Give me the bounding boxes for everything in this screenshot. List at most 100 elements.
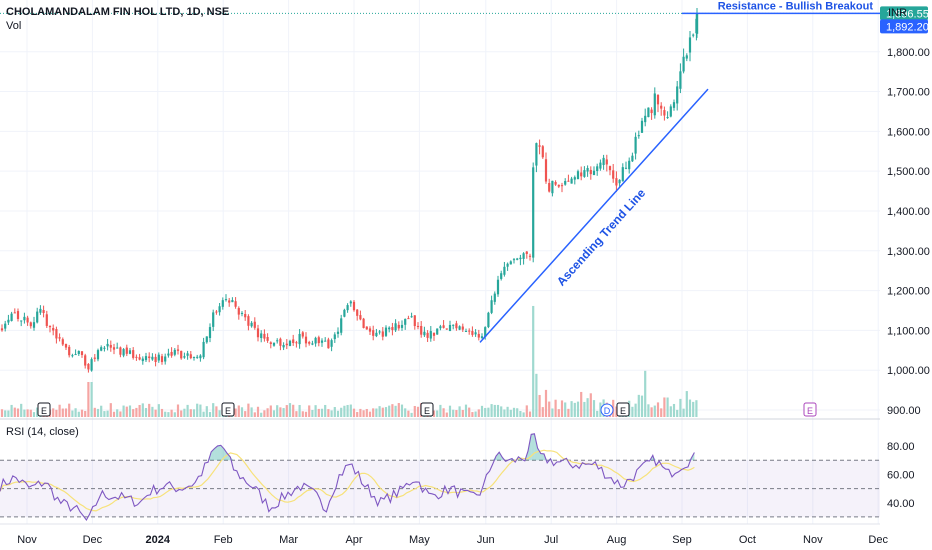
price-tick-label: 1,000.00 <box>887 365 930 377</box>
volume-bar <box>122 405 125 417</box>
volume-bar <box>186 404 189 417</box>
candle-body <box>250 322 253 327</box>
volume-bar <box>199 404 202 417</box>
volume-bar <box>253 412 256 417</box>
candle-body <box>240 312 244 314</box>
earnings-badge[interactable] <box>616 402 630 417</box>
volume-bar <box>388 405 391 417</box>
candle-body <box>599 162 602 169</box>
earnings-marker[interactable]: D <box>600 403 614 417</box>
candle-body <box>388 327 391 330</box>
earnings-marker[interactable]: E <box>803 402 817 417</box>
earnings-marker[interactable]: E <box>37 402 51 417</box>
volume-bar <box>52 408 55 417</box>
candle-body <box>368 328 372 332</box>
volume-bar <box>250 407 253 417</box>
candle-body <box>87 363 90 370</box>
volume-bar <box>109 403 112 417</box>
candle-body <box>61 339 64 345</box>
rsi-label[interactable]: RSI (14, close) <box>6 426 79 438</box>
volume-bar <box>26 409 29 417</box>
volume-bar <box>295 411 298 417</box>
candle-body <box>109 344 112 348</box>
price-badge-text: 1,892.20 <box>886 21 929 33</box>
candle-body <box>605 159 608 165</box>
candle-body <box>352 301 356 311</box>
dividend-badge[interactable] <box>600 403 614 417</box>
candle-body <box>573 177 576 180</box>
candle-body <box>436 328 439 335</box>
candle-body <box>532 167 535 258</box>
volume-bar <box>266 408 269 417</box>
candle-body <box>320 340 324 343</box>
volume-bar <box>666 397 669 417</box>
candle-body <box>80 351 84 355</box>
candle-body <box>557 184 560 187</box>
ascending-trendline[interactable] <box>479 88 709 343</box>
volume-bar <box>560 400 564 417</box>
volume-bar <box>84 410 87 417</box>
currency-label[interactable]: INR <box>888 7 907 19</box>
volume-bar <box>170 409 173 417</box>
candle-body <box>128 350 132 354</box>
candle-body <box>391 327 394 331</box>
volume-bar <box>336 410 340 417</box>
resistance-label[interactable]: Resistance - Bullish Breakout <box>718 0 874 12</box>
earnings-badge[interactable] <box>37 402 51 417</box>
volume-bar <box>276 405 279 417</box>
volume-bar <box>663 397 666 417</box>
volume-label[interactable]: Vol <box>6 20 22 32</box>
earnings-marker[interactable]: E <box>420 402 434 417</box>
earnings-badge[interactable] <box>803 402 817 417</box>
volume-bar <box>304 411 308 417</box>
candle-body <box>445 328 448 330</box>
candle-body <box>570 178 573 184</box>
symbol-title[interactable]: CHOLAMANDALAM FIN HOL LTD, 1D, NSE <box>6 6 230 18</box>
volume-bar <box>58 404 61 417</box>
volume-bar <box>71 410 74 417</box>
marker-label: E <box>424 406 430 416</box>
volume-bar <box>346 404 349 417</box>
candle-body <box>196 356 199 358</box>
candle-body <box>695 13 699 34</box>
candle-body <box>672 102 676 108</box>
earnings-badge[interactable] <box>221 402 235 417</box>
candle-body <box>100 347 103 351</box>
earnings-badge[interactable] <box>420 402 434 417</box>
earnings-marker[interactable]: E <box>221 402 235 417</box>
candle-body <box>458 326 461 330</box>
candle-body <box>64 343 68 348</box>
volume-bar <box>676 409 679 417</box>
candle-body <box>608 166 612 171</box>
earnings-marker[interactable]: E <box>616 402 630 417</box>
price-tick-label: 1,800.00 <box>887 47 930 59</box>
last-price-badge[interactable]: 1,896.55 <box>880 6 929 20</box>
candle-body <box>247 316 250 326</box>
time-tick-label: Mar <box>279 534 298 546</box>
volume-bar <box>637 394 640 417</box>
volume-bar <box>202 411 205 417</box>
volume-bar <box>132 409 135 417</box>
candle-body <box>471 331 474 335</box>
candle-body <box>132 350 135 358</box>
volume-bar <box>288 403 292 417</box>
candle-body <box>52 327 55 331</box>
candle-body <box>634 136 637 154</box>
candle-body <box>496 279 500 295</box>
resistance-price-badge[interactable]: 1,892.20 <box>880 19 929 34</box>
candle-body <box>160 356 164 363</box>
candle-body <box>512 259 516 261</box>
candle-body <box>538 145 541 147</box>
volume-bar <box>13 407 16 417</box>
volume-bar <box>80 409 84 417</box>
candle-body <box>256 328 260 338</box>
volume-bar <box>672 403 676 417</box>
candle-body <box>480 336 484 339</box>
volume-bar <box>592 400 596 417</box>
candle-body <box>336 331 340 334</box>
candle-body <box>666 117 669 119</box>
candle-body <box>644 115 647 123</box>
candle-body <box>298 333 301 345</box>
volume-bar <box>660 408 663 417</box>
